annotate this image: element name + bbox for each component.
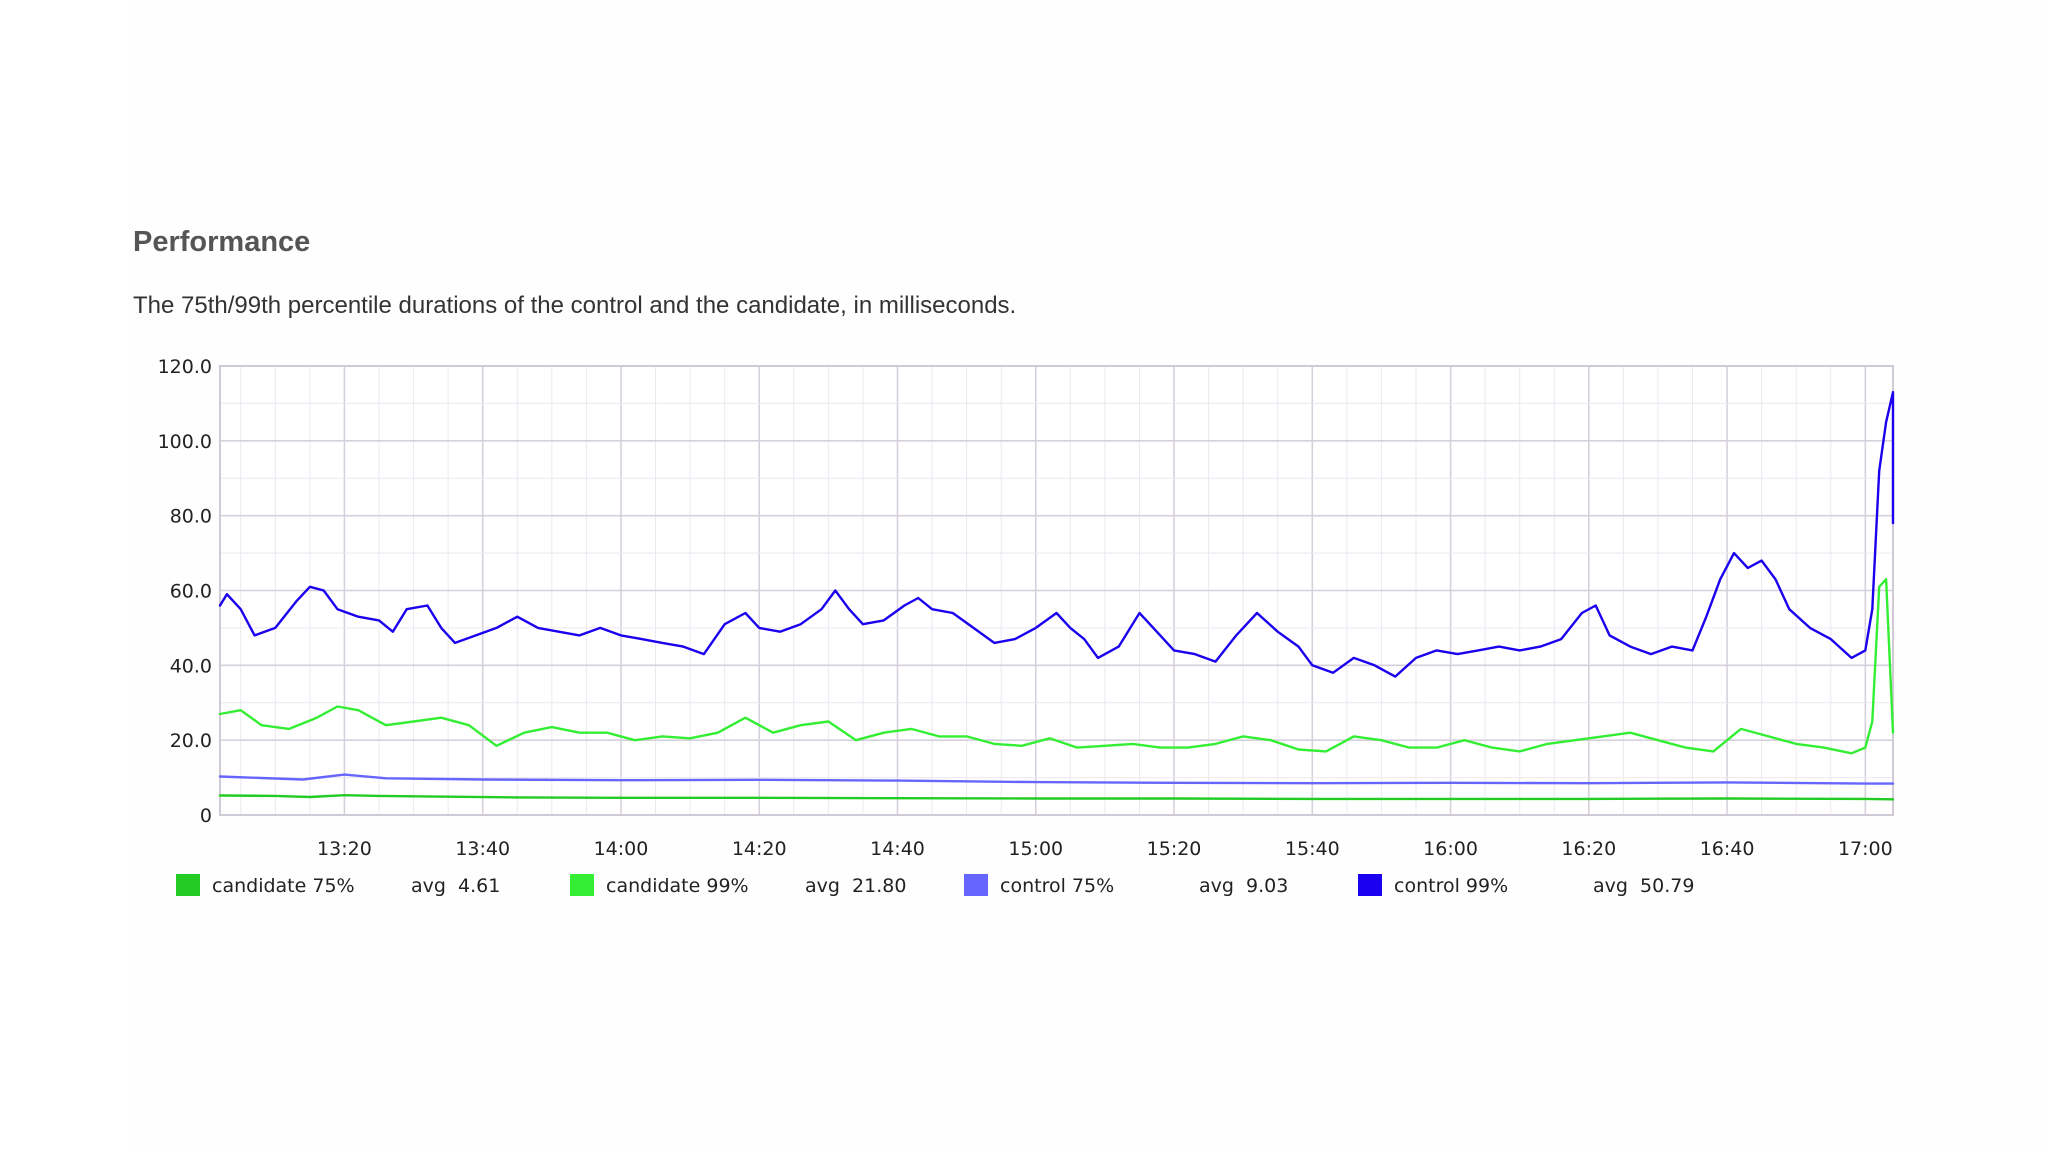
legend-swatch-control-75-: [964, 874, 988, 896]
chart-grid: [220, 365, 1893, 816]
axis-labels: 0 20.0 40.0 60.0 80.0 100.0 120.0 13:20 13:40 14:…: [158, 356, 1893, 860]
y-tick-label: 60.0: [170, 581, 212, 603]
legend-avg-control-75-: avg 9.03: [1199, 875, 1288, 897]
x-tick-label: 16:00: [1423, 838, 1478, 860]
chart-legend: candidate 75% avg 4.61 candidate 99% avg 21…: [176, 874, 1694, 897]
series-line-candidate-75-: [218, 794, 1895, 801]
x-tick-label: 15:00: [1008, 838, 1063, 860]
legend-swatch-control-99-: [1358, 874, 1382, 896]
x-tick-label: 15:20: [1147, 838, 1202, 860]
legend-avg-control-99-: avg 50.79: [1593, 875, 1694, 897]
y-tick-label: 20.0: [170, 730, 212, 752]
legend-swatch-candidate-75-: [176, 874, 200, 896]
series-line-control-99-: [218, 391, 1895, 678]
x-tick-label: 16:40: [1700, 838, 1755, 860]
legend-avg-candidate-75-: avg 4.61: [411, 875, 500, 897]
legend-avg-candidate-99-: avg 21.80: [805, 875, 906, 897]
x-tick-label: 14:20: [732, 838, 787, 860]
x-tick-label: 14:00: [594, 838, 649, 860]
series-line-control-75-: [218, 773, 1895, 785]
legend-label-candidate-75-: candidate 75%: [212, 875, 355, 897]
y-tick-label: 100.0: [158, 431, 212, 453]
chart-description: The 75th/99th percentile durations of th…: [133, 292, 1017, 319]
series-line-candidate-99-: [218, 578, 1895, 755]
series-lines: [218, 391, 1895, 801]
x-tick-label: 13:40: [455, 838, 510, 860]
x-tick-label: 16:20: [1561, 838, 1616, 860]
legend-label-control-75-: control 75%: [1000, 875, 1114, 897]
y-tick-label: 0: [200, 805, 212, 827]
y-tick-label: 120.0: [158, 356, 212, 378]
legend-label-control-99-: control 99%: [1394, 875, 1508, 897]
x-tick-label: 17:00: [1838, 838, 1893, 860]
x-tick-label: 14:40: [870, 838, 925, 860]
y-tick-label: 80.0: [170, 506, 212, 528]
plot-frame: [219, 365, 1894, 816]
legend-swatch-candidate-99-: [570, 874, 594, 896]
y-tick-label: 40.0: [170, 655, 212, 677]
x-tick-label: 15:40: [1285, 838, 1340, 860]
legend-label-candidate-99-: candidate 99%: [606, 875, 749, 897]
section-heading: Performance: [133, 226, 311, 258]
x-tick-label: 13:20: [317, 838, 372, 860]
